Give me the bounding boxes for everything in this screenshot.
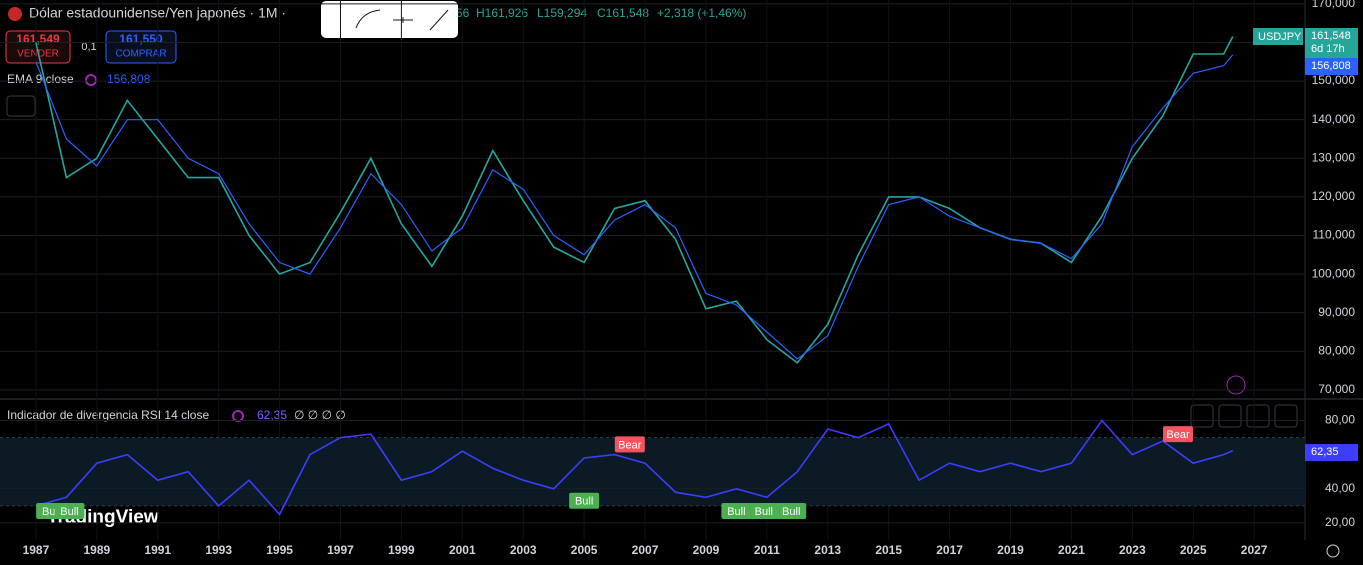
pane-button[interactable] <box>1246 404 1270 428</box>
x-tick-label: 2021 <box>1058 543 1085 557</box>
price-tag <box>1305 58 1358 75</box>
x-tick-label: 2003 <box>510 543 537 557</box>
y-tick-label: 100,000 <box>1312 266 1356 280</box>
signal-label: Bull <box>42 506 60 518</box>
y-tick-label: 120,000 <box>1312 189 1356 203</box>
y-tick-label: 70,000 <box>1318 382 1355 396</box>
signal-label: Bear <box>618 439 642 451</box>
x-tick-label: 2017 <box>936 543 963 557</box>
price-tag-text: 62,35 <box>1311 446 1339 458</box>
series-line <box>35 419 1234 516</box>
signal-label: Bull <box>727 506 745 518</box>
y-tick-label: 150,000 <box>1312 73 1356 87</box>
change-value: +2,318 (+1,46%) <box>657 6 746 20</box>
price-tag <box>1305 444 1358 461</box>
buy-label[interactable]: COMPRAR <box>115 49 166 60</box>
spread: 0,1 <box>81 41 96 53</box>
y-tick-label: 90,000 <box>1318 305 1355 319</box>
signal-label: Bull <box>755 506 773 518</box>
pane-buttons <box>1190 404 1298 428</box>
x-tick-label: 1997 <box>327 543 354 557</box>
collapse-button[interactable] <box>6 95 36 117</box>
signal-box <box>54 502 85 519</box>
ema-icon[interactable] <box>85 74 97 86</box>
settings-icon[interactable] <box>1326 544 1340 558</box>
high-value: H161,926 <box>476 6 528 20</box>
signal-label: Bull <box>60 506 78 518</box>
low-value: L159,294 <box>537 6 587 20</box>
open-value: 56 <box>456 6 470 20</box>
price-tag-text: 161,548 <box>1311 30 1351 42</box>
tool-icon[interactable] <box>393 17 413 23</box>
sell-button[interactable] <box>5 30 71 64</box>
y-tick-label: 20,00 <box>1325 515 1355 529</box>
x-tick-label: 2005 <box>571 543 598 557</box>
x-tick-label: 2007 <box>632 543 659 557</box>
alert-icon[interactable] <box>1226 375 1246 395</box>
x-tick-label: 2013 <box>814 543 841 557</box>
x-tick-label: 2019 <box>997 543 1024 557</box>
y-tick-label: 80,00 <box>1325 413 1355 427</box>
y-tick-label: 170,000 <box>1312 0 1356 10</box>
x-tick-label: 2015 <box>875 543 902 557</box>
x-tick-label: 2023 <box>1119 543 1146 557</box>
price-tag <box>1305 28 1358 58</box>
x-tick-label: 2025 <box>1180 543 1207 557</box>
drawing-toolbar <box>321 1 458 38</box>
x-tick-label: 2027 <box>1241 543 1268 557</box>
y-tick-label: 40,00 <box>1325 481 1355 495</box>
rsi-icon[interactable] <box>232 410 244 422</box>
price-tag-text: 6d 17h <box>1311 43 1345 55</box>
y-tick-label: 80,000 <box>1318 343 1355 357</box>
x-tick-label: 1989 <box>83 543 110 557</box>
x-tick-label: 1993 <box>205 543 232 557</box>
toolbar-bg <box>321 1 458 38</box>
x-tick-label: 2009 <box>693 543 720 557</box>
signal-box <box>614 436 645 453</box>
sell-price[interactable]: 161,549 <box>16 32 60 46</box>
symbol-tag-text: USDJPY <box>1258 31 1302 43</box>
y-tick-label: 140,000 <box>1312 112 1356 126</box>
ema-value: 156,808 <box>107 72 151 86</box>
y-tick-label: 110,000 <box>1313 228 1356 242</box>
flag-icon <box>8 7 22 21</box>
tool-icon[interactable] <box>355 9 381 29</box>
signal-box <box>1163 426 1194 443</box>
signal-box <box>569 492 600 509</box>
rsi-band <box>0 437 1305 506</box>
price-tag-text: 156,808 <box>1311 60 1351 72</box>
close-value: C161,548 <box>597 6 649 20</box>
pane-button[interactable] <box>1274 404 1298 428</box>
series-line <box>35 54 1234 360</box>
rsi-legend[interactable]: Indicador de divergencia RSI 14 close <box>7 408 209 422</box>
x-tick-label: 1987 <box>23 543 50 557</box>
x-tick-label: 1995 <box>266 543 293 557</box>
symbol-tag <box>1253 28 1303 45</box>
signal-box <box>721 502 752 519</box>
signal-label: Bear <box>1166 429 1190 441</box>
rsi-extra: ∅ ∅ ∅ ∅ <box>294 408 346 422</box>
series-line <box>35 36 1234 365</box>
x-tick-label: 2011 <box>754 543 780 557</box>
signal-label: Bull <box>575 496 593 508</box>
signal-box <box>748 502 779 519</box>
pane-button[interactable] <box>1218 404 1242 428</box>
y-tick-label: 130,000 <box>1312 150 1356 164</box>
ema-legend[interactable]: EMA 9 close <box>7 72 74 86</box>
buy-price[interactable]: 161,550 <box>119 32 163 46</box>
x-tick-label: 1991 <box>144 543 171 557</box>
tool-icon[interactable] <box>429 9 449 31</box>
x-tick-label: 1999 <box>388 543 415 557</box>
x-tick-label: 2001 <box>449 543 476 557</box>
signal-label: Bull <box>782 506 800 518</box>
pane-button[interactable] <box>1190 404 1214 428</box>
buy-button[interactable] <box>105 30 177 64</box>
signal-box <box>776 502 807 519</box>
